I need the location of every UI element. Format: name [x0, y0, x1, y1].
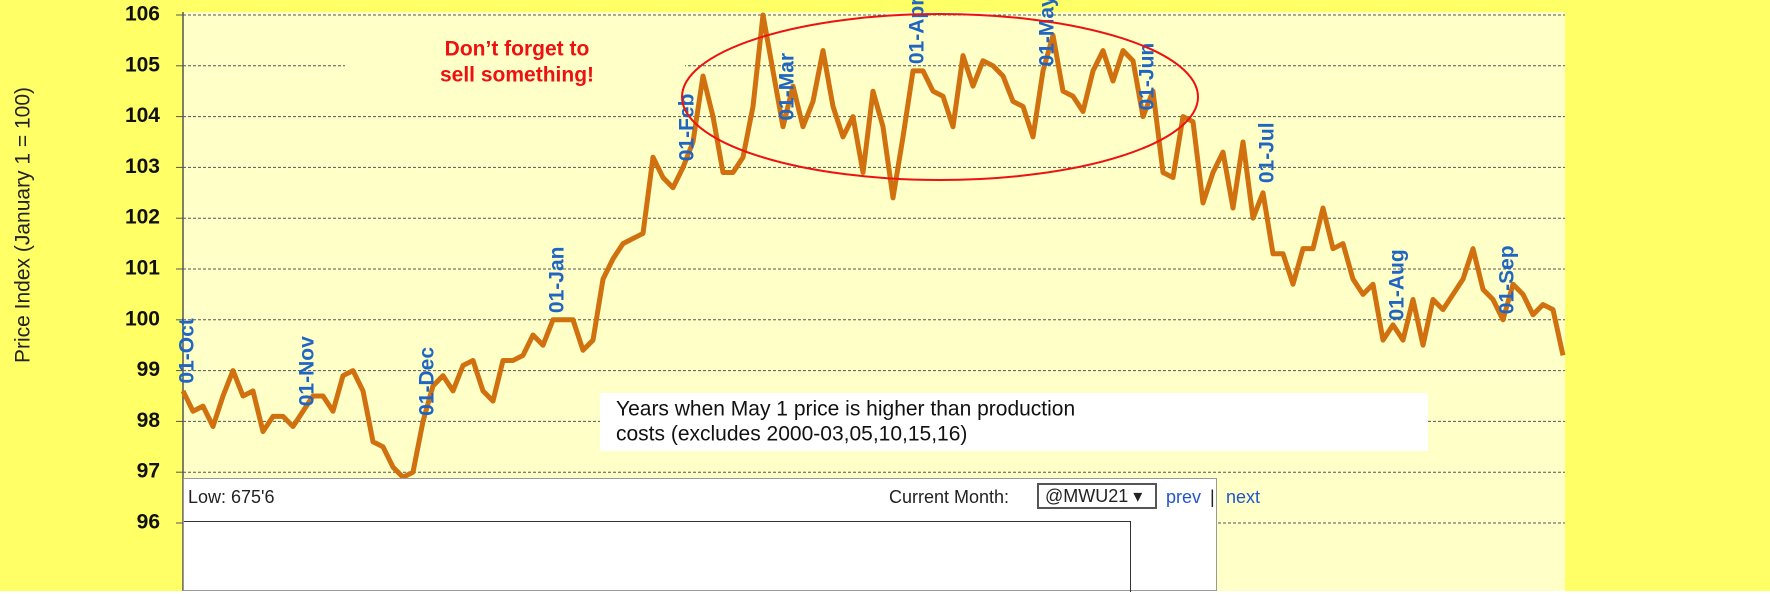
highlight-ellipse — [681, 13, 1199, 181]
y-tick-label: 103 — [125, 155, 160, 178]
month-label: 01-Jun — [1136, 43, 1159, 111]
month-label: 01-Jan — [546, 247, 569, 314]
month-label: 01-Dec — [416, 347, 439, 416]
month-label: 01-Jul — [1256, 122, 1279, 183]
annotation-text: Don’t forget to — [445, 38, 590, 61]
y-tick-label: 100 — [125, 307, 160, 330]
y-tick-label: 99 — [137, 358, 160, 381]
panel-table-border — [184, 521, 1131, 592]
y-tick-label: 96 — [137, 511, 160, 534]
y-tick-label: 101 — [125, 257, 160, 280]
separator: | — [1210, 487, 1215, 507]
annotation-text: Years when May 1 price is higher than pr… — [616, 398, 1075, 421]
month-label: 01-Sep — [1496, 245, 1519, 314]
y-axis-title: Price Index (January 1 = 100) — [12, 87, 35, 363]
next-link[interactable]: next — [1226, 487, 1261, 507]
prev-link[interactable]: prev — [1166, 487, 1202, 507]
month-label: 01-Nov — [296, 336, 319, 406]
month-select[interactable]: @MWU21 ▾ — [1037, 483, 1157, 509]
y-tick-label: 106 — [125, 3, 160, 26]
y-tick-label: 102 — [125, 206, 160, 229]
month-select-value[interactable]: @MWU21 — [1045, 486, 1129, 506]
month-label: 01-Mar — [776, 53, 799, 121]
month-label: 01-Feb — [676, 94, 699, 162]
annotation-text: sell something! — [440, 64, 594, 87]
month-label: 01-Apr — [906, 0, 929, 64]
annotation-text: costs (excludes 2000-03,05,10,15,16) — [616, 423, 967, 446]
month-label: 01-Oct — [176, 318, 199, 383]
panel-low: Low: 675'6 — [188, 487, 275, 507]
price-line — [180, 12, 1566, 480]
y-tick-label: 97 — [137, 460, 160, 483]
y-tick-label: 98 — [137, 409, 161, 432]
month-label: 01-Aug — [1386, 249, 1409, 320]
annotation-box — [345, 40, 685, 92]
panel-current-month: Current Month: — [889, 487, 1010, 507]
panel: Low: 675'6 Current Month: @MWU21 ▾ prev … — [183, 478, 1260, 592]
month-label: 01-May — [1036, 0, 1059, 66]
y-tick-label: 104 — [125, 104, 160, 127]
y-tick-label: 105 — [125, 53, 160, 76]
annotation-box — [600, 393, 1428, 451]
